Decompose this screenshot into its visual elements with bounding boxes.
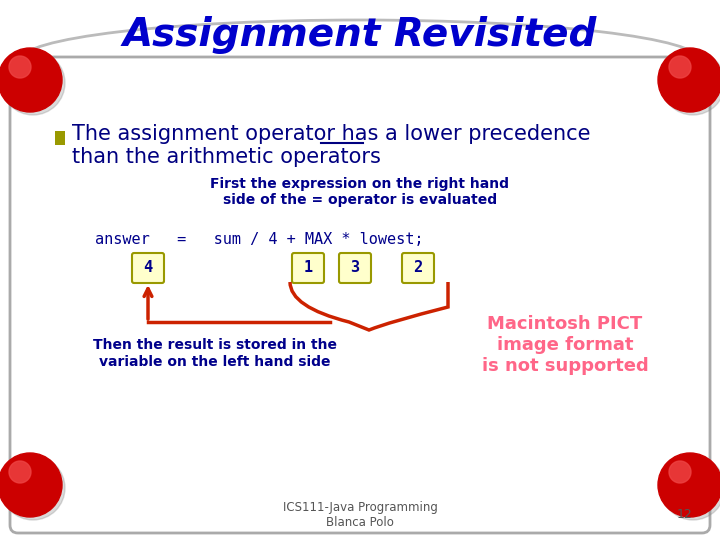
FancyBboxPatch shape	[132, 253, 164, 283]
Circle shape	[661, 456, 720, 520]
FancyBboxPatch shape	[10, 57, 710, 533]
Text: 1: 1	[303, 260, 312, 275]
Text: Assignment Revisited: Assignment Revisited	[123, 16, 597, 54]
FancyBboxPatch shape	[339, 253, 371, 283]
Text: 4: 4	[143, 260, 153, 275]
Text: ICS111-Java Programming
Blanca Polo: ICS111-Java Programming Blanca Polo	[282, 501, 438, 529]
Circle shape	[669, 461, 691, 483]
Bar	[55, 131, 65, 145]
Circle shape	[1, 51, 65, 115]
Text: First the expression on the right hand
side of the = operator is evaluated: First the expression on the right hand s…	[210, 177, 510, 207]
Circle shape	[669, 56, 691, 78]
FancyBboxPatch shape	[402, 253, 434, 283]
Circle shape	[658, 453, 720, 517]
Circle shape	[661, 51, 720, 115]
Circle shape	[658, 48, 720, 112]
FancyBboxPatch shape	[292, 253, 324, 283]
Text: than the arithmetic operators: than the arithmetic operators	[72, 147, 381, 167]
Text: 3: 3	[351, 260, 359, 275]
Text: Then the result is stored in the: Then the result is stored in the	[93, 338, 337, 352]
Circle shape	[9, 461, 31, 483]
Circle shape	[0, 453, 62, 517]
Circle shape	[1, 456, 65, 520]
Text: answer   =   sum / 4 + MAX * lowest;: answer = sum / 4 + MAX * lowest;	[95, 233, 423, 247]
Text: The assignment operator has a lower precedence: The assignment operator has a lower prec…	[72, 124, 590, 144]
Circle shape	[9, 56, 31, 78]
Text: variable on the left hand side: variable on the left hand side	[99, 355, 330, 369]
Text: 12: 12	[677, 509, 693, 522]
Text: Macintosh PICT
image format
is not supported: Macintosh PICT image format is not suppo…	[482, 315, 649, 375]
Text: 2: 2	[413, 260, 423, 275]
Circle shape	[0, 48, 62, 112]
